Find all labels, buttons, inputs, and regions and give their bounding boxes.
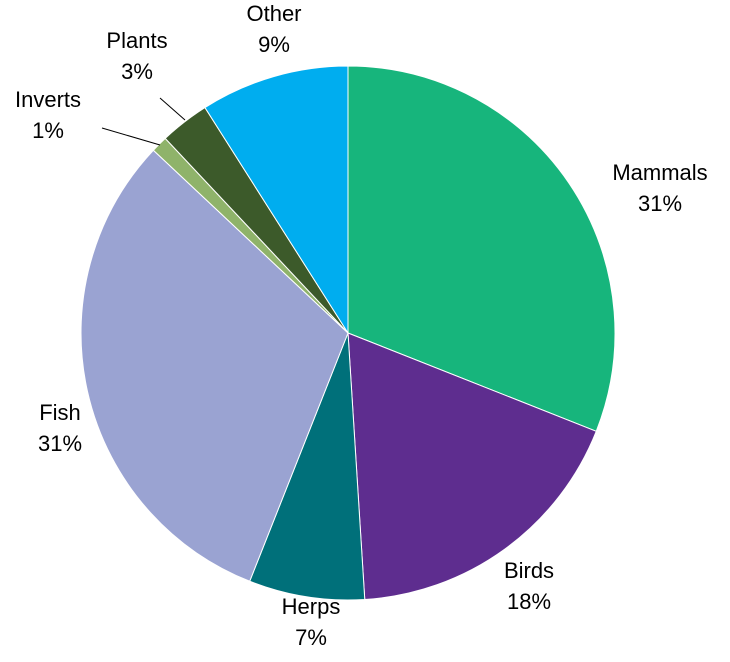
pie-slice-herps xyxy=(249,332,366,601)
slice-label-mammals: Mammals 31% xyxy=(612,160,707,216)
slice-labels: Mammals 31% Birds 18% Herps 7% Fish 31% Inverts 1… xyxy=(15,1,708,650)
slice-value-label: 1% xyxy=(32,118,64,143)
slice-label-herps: Herps 7% xyxy=(282,594,341,650)
pie-slice-other xyxy=(204,65,349,335)
slice-value-label: 18% xyxy=(507,589,551,614)
slice-category-label: Mammals xyxy=(612,160,707,185)
slice-label-fish: Fish 31% xyxy=(38,400,82,456)
pie-slice-birds xyxy=(347,332,597,601)
slice-category-label: Herps xyxy=(282,594,341,619)
leader-line-plants xyxy=(159,97,186,121)
pie-slice-mammals xyxy=(347,65,616,432)
slice-category-label: Plants xyxy=(106,28,167,53)
pie-slice-fish xyxy=(80,149,349,582)
slice-value-label: 3% xyxy=(121,59,153,84)
pie-slices xyxy=(80,65,616,601)
slice-value-label: 31% xyxy=(638,191,682,216)
slice-label-birds: Birds 18% xyxy=(504,558,554,614)
slice-value-label: 9% xyxy=(258,32,290,57)
slice-value-label: 7% xyxy=(295,625,327,650)
slice-category-label: Fish xyxy=(39,400,81,425)
slice-label-plants: Plants 3% xyxy=(106,28,167,84)
slice-category-label: Inverts xyxy=(15,87,81,112)
slice-label-inverts: Inverts 1% xyxy=(15,87,81,143)
leader-line-inverts xyxy=(101,127,161,146)
slice-value-label: 31% xyxy=(38,431,82,456)
slice-category-label: Birds xyxy=(504,558,554,583)
slice-label-other: Other 9% xyxy=(246,1,301,57)
leader-lines xyxy=(101,97,186,146)
slice-category-label: Other xyxy=(246,1,301,26)
